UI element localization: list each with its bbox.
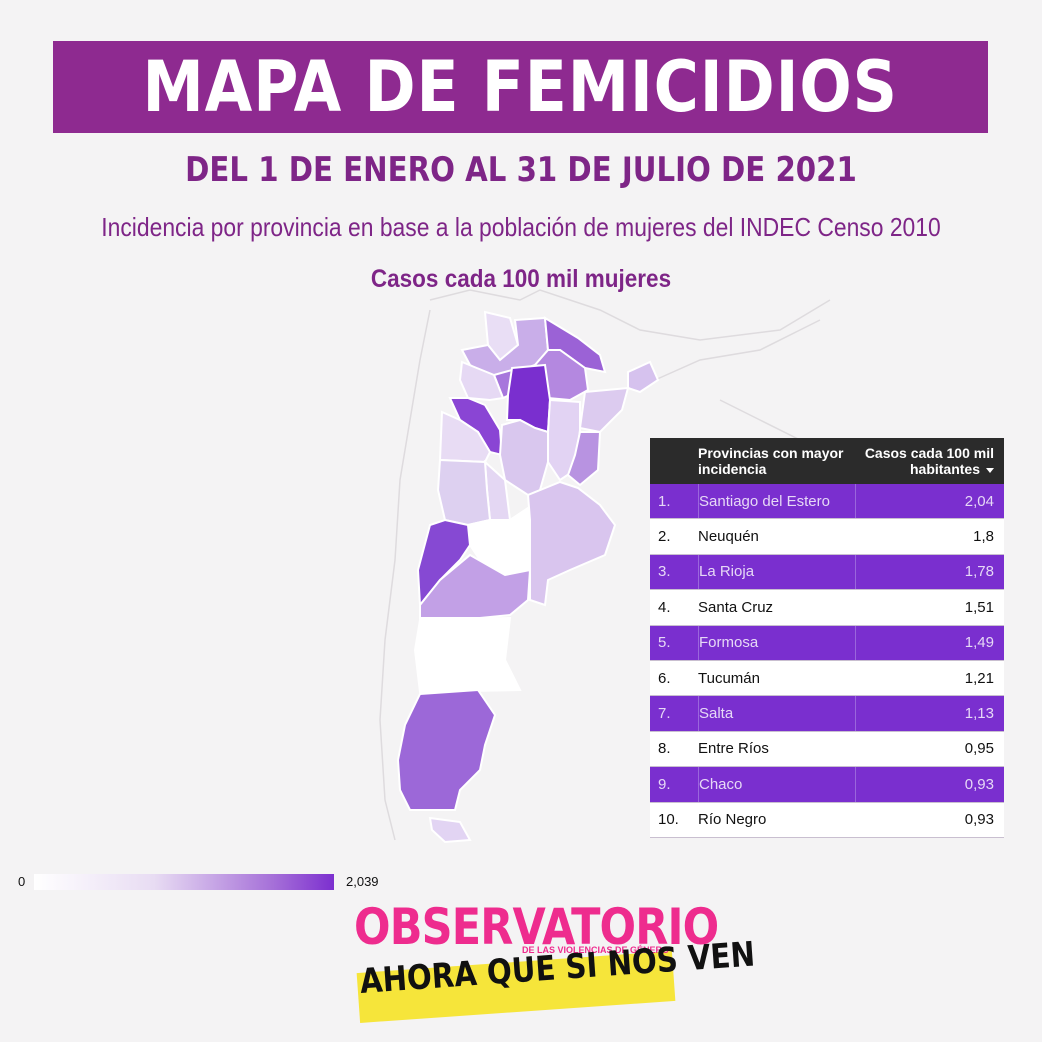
row-value: 0,93 xyxy=(964,811,994,829)
province-chubut xyxy=(413,616,522,694)
row-province: Formosa xyxy=(698,625,855,660)
row-value: 1,8 xyxy=(973,528,994,546)
row-rank: 1. xyxy=(658,492,671,510)
logo-line1: OBSERVATORIO xyxy=(354,898,719,956)
row-province: Chaco xyxy=(698,767,855,802)
table-row: 4. Santa Cruz 1,51 xyxy=(650,590,1004,626)
row-value: 0,95 xyxy=(964,740,994,758)
row-rank: 7. xyxy=(658,705,671,723)
row-province: Santiago del Estero xyxy=(698,484,855,519)
row-rank: 5. xyxy=(658,634,671,652)
legend-gradient-bar xyxy=(34,874,334,890)
row-value: 1,49 xyxy=(855,625,1004,660)
table-row: 6. Tucumán 1,21 xyxy=(650,660,1004,697)
province-shapes xyxy=(396,310,660,844)
table-row: 2. Neuquén 1,8 xyxy=(650,519,1004,555)
page-title: MAPA DE FEMICIDIOS xyxy=(142,46,899,128)
column-header-value-label: Casos cada 100 mil habitantes xyxy=(864,445,994,477)
row-province: Río Negro xyxy=(698,811,767,829)
table-row: 3. La Rioja 1,78 xyxy=(650,554,1004,591)
province-rionegro xyxy=(419,553,532,619)
province-corrientes xyxy=(578,386,630,434)
province-cordoba xyxy=(498,418,549,497)
column-header-value[interactable]: Casos cada 100 mil habitantes xyxy=(854,445,1004,477)
subtitle: Incidencia por provincia en base a la po… xyxy=(101,212,941,242)
date-range: DEL 1 DE ENERO AL 31 DE JULIO DE 2021 xyxy=(185,150,857,190)
row-province: Santa Cruz xyxy=(698,598,774,616)
row-value: 0,93 xyxy=(855,767,1004,802)
province-buenosaires xyxy=(526,480,617,607)
row-value: 1,51 xyxy=(964,598,994,616)
sort-desc-icon xyxy=(986,467,994,473)
province-catamarca xyxy=(458,360,505,402)
row-rank: 10. xyxy=(658,811,679,829)
table-row: 8. Entre Ríos 0,95 xyxy=(650,731,1004,768)
row-value: 2,04 xyxy=(855,484,1004,519)
column-header-province: Provincias con mayor incidencia xyxy=(698,445,844,477)
logo-line2: DE LAS VIOLENCIAS DE GÉNERO xyxy=(522,945,670,955)
unit-label: Casos cada 100 mil mujeres xyxy=(370,265,672,293)
row-value: 1,21 xyxy=(964,669,994,687)
table-row: 7. Salta 1,13 xyxy=(650,696,1004,732)
province-mendoza xyxy=(436,458,492,527)
table-row: 1. Santiago del Estero 2,04 xyxy=(650,484,1004,520)
row-rank: 2. xyxy=(658,528,671,546)
title-banner: MAPA DE FEMICIDIOS xyxy=(53,41,988,133)
row-rank: 6. xyxy=(658,669,671,687)
row-value: 1,13 xyxy=(855,696,1004,731)
row-rank: 3. xyxy=(658,563,671,581)
row-province: Neuquén xyxy=(698,528,759,546)
table-row: 10. Río Negro 0,93 xyxy=(650,802,1004,838)
observatorio-logo: OBSERVATORIO DE LAS VIOLENCIAS DE GÉNERO… xyxy=(354,898,756,1033)
legend-min: 0 xyxy=(18,874,26,889)
row-rank: 4. xyxy=(658,598,671,616)
table-header: Provincias con mayor incidencia Casos ca… xyxy=(650,438,1004,484)
row-province: Tucumán xyxy=(698,669,760,687)
ranking-table: Provincias con mayor incidencia Casos ca… xyxy=(650,438,1004,838)
row-province: Salta xyxy=(698,696,855,731)
province-tierradelfuego xyxy=(428,816,472,844)
province-misiones xyxy=(627,360,660,394)
province-santacruz xyxy=(396,688,497,811)
row-rank: 8. xyxy=(658,740,671,758)
row-rank: 9. xyxy=(658,775,671,793)
province-neuquen xyxy=(416,518,472,608)
legend-max: 2,039 xyxy=(346,874,379,889)
row-value: 1,78 xyxy=(855,554,1004,590)
table-row: 9. Chaco 0,93 xyxy=(650,767,1004,803)
table-row: 5. Formosa 1,49 xyxy=(650,625,1004,661)
province-entrerios xyxy=(566,431,602,487)
row-province: La Rioja xyxy=(698,554,855,590)
row-province: Entre Ríos xyxy=(698,740,769,758)
